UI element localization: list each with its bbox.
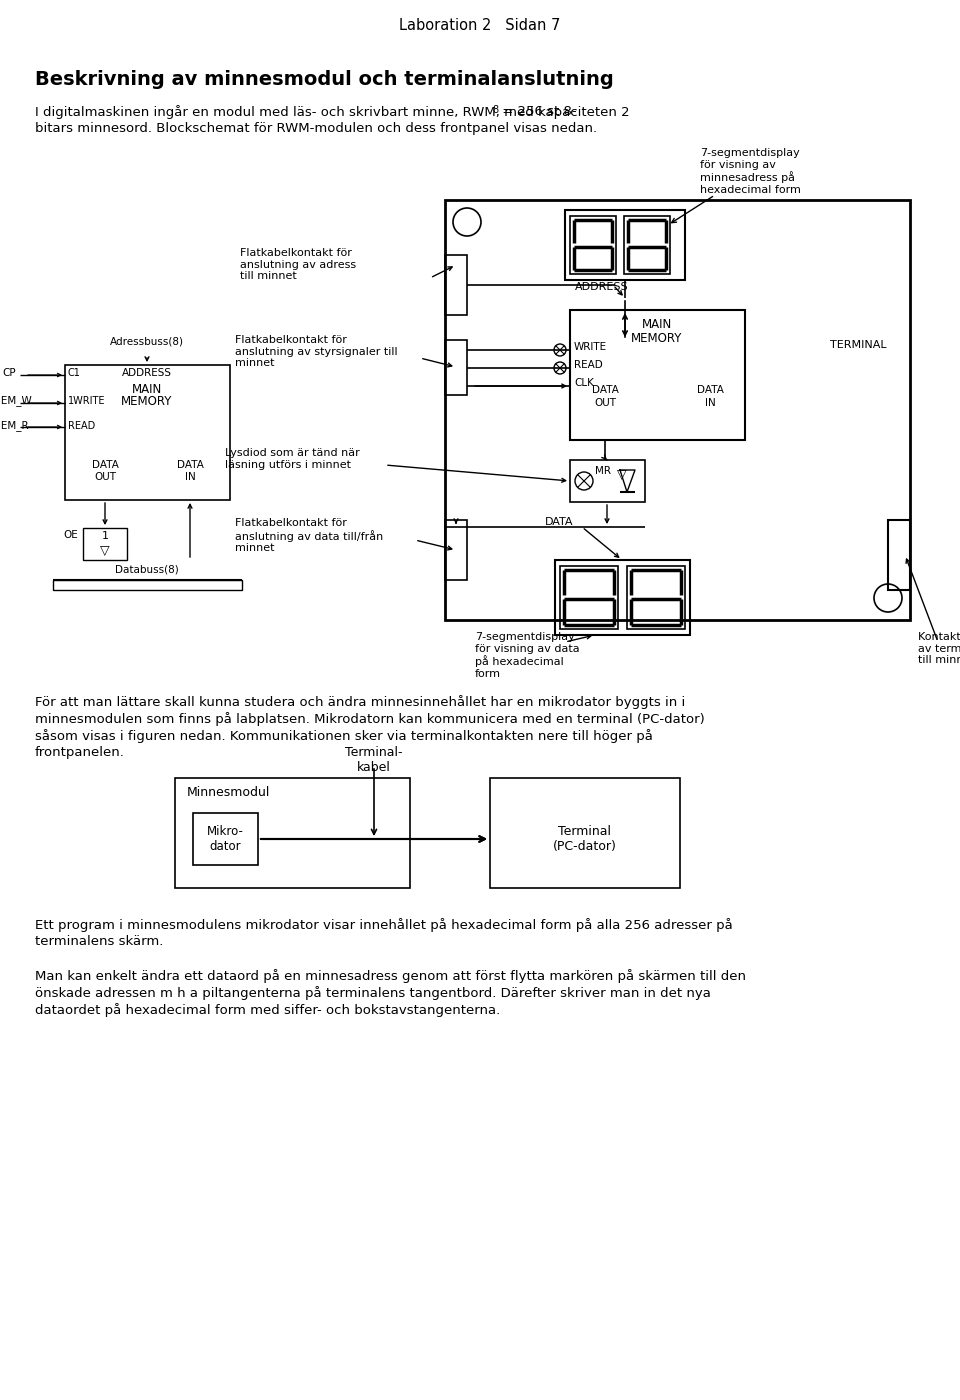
Text: Flatkabelkontakt för
anslutning av adress
till minnet: Flatkabelkontakt för anslutning av adres… xyxy=(240,248,356,281)
Bar xyxy=(65,365,230,500)
Text: Ett program i minnesmodulens mikrodator visar innehållet på hexadecimal form på : Ett program i minnesmodulens mikrodator … xyxy=(35,918,732,932)
Text: Laboration 2   Sidan 7: Laboration 2 Sidan 7 xyxy=(399,18,561,34)
Bar xyxy=(445,200,910,620)
Text: ADDRESS: ADDRESS xyxy=(122,368,172,378)
Bar xyxy=(570,216,616,274)
Text: bitars minnesord. Blockschemat för RWM-modulen och dess frontpanel visas nedan.: bitars minnesord. Blockschemat för RWM-m… xyxy=(35,122,597,134)
Text: DATA: DATA xyxy=(697,385,724,395)
Text: MEMORY: MEMORY xyxy=(632,332,683,344)
Text: CP: CP xyxy=(2,368,15,378)
Text: Minnesmodul: Minnesmodul xyxy=(187,785,271,799)
Text: OUT: OUT xyxy=(94,472,116,482)
Bar xyxy=(565,210,685,280)
Text: DATA: DATA xyxy=(591,385,618,395)
Text: MAIN: MAIN xyxy=(642,318,672,330)
Bar xyxy=(627,566,685,629)
Bar xyxy=(560,566,618,629)
Text: Kontakt för anslutning
av terminal (PC-dator)
till minnesmodulen: Kontakt för anslutning av terminal (PC-d… xyxy=(918,631,960,665)
Bar xyxy=(888,519,910,589)
Bar xyxy=(570,309,745,440)
Text: MAIN: MAIN xyxy=(132,384,162,396)
Text: MEM_R: MEM_R xyxy=(0,420,29,431)
Bar xyxy=(445,519,467,580)
Text: För att man lättare skall kunna studera och ändra minnesinnehållet har en mikrod: För att man lättare skall kunna studera … xyxy=(35,694,685,708)
Text: dataordet på hexadecimal form med siffer- och bokstavstangenterna.: dataordet på hexadecimal form med siffer… xyxy=(35,1002,500,1016)
Text: READ: READ xyxy=(68,421,95,431)
Text: såsom visas i figuren nedan. Kommunikationen sker via terminalkontakten nere til: såsom visas i figuren nedan. Kommunikati… xyxy=(35,729,653,743)
Text: MEMORY: MEMORY xyxy=(121,395,173,407)
Text: Databuss(8): Databuss(8) xyxy=(115,566,179,575)
Bar xyxy=(445,340,467,395)
Text: frontpanelen.: frontpanelen. xyxy=(35,746,125,759)
Text: 7-segmentdisplay
för visning av
minnesadress på
hexadecimal form: 7-segmentdisplay för visning av minnesad… xyxy=(700,148,801,195)
Text: TERMINAL: TERMINAL xyxy=(829,340,886,350)
Text: Beskrivning av minnesmodul och terminalanslutning: Beskrivning av minnesmodul och terminala… xyxy=(35,70,613,90)
Text: OE: OE xyxy=(63,531,78,540)
Text: Adressbuss(8): Adressbuss(8) xyxy=(110,337,184,347)
Text: IN: IN xyxy=(184,472,196,482)
Text: Terminal
(PC-dator): Terminal (PC-dator) xyxy=(553,825,617,853)
Text: WRITE: WRITE xyxy=(574,342,607,351)
Text: OUT: OUT xyxy=(594,398,616,407)
Text: CLK: CLK xyxy=(574,378,594,388)
Text: = 256 st 8-: = 256 st 8- xyxy=(498,105,577,118)
Bar xyxy=(445,255,467,315)
Text: READ: READ xyxy=(574,360,603,370)
Bar xyxy=(570,461,645,503)
Text: terminalens skärm.: terminalens skärm. xyxy=(35,935,163,948)
Text: Terminal-
kabel: Terminal- kabel xyxy=(346,746,403,774)
Text: C1: C1 xyxy=(68,368,81,378)
Bar xyxy=(83,528,127,560)
Bar xyxy=(193,813,258,865)
Text: MEM_W: MEM_W xyxy=(0,395,32,406)
Text: I digitalmaskinen ingår en modul med läs- och skrivbart minne, RWM, med kapacite: I digitalmaskinen ingår en modul med läs… xyxy=(35,105,630,119)
Text: IN: IN xyxy=(705,398,715,407)
Text: DATA: DATA xyxy=(177,461,204,470)
Bar xyxy=(175,778,410,888)
Text: Mikro-
dator: Mikro- dator xyxy=(206,825,244,853)
Text: ▽: ▽ xyxy=(100,545,109,557)
Text: MR: MR xyxy=(595,466,611,476)
Text: ADDRESS: ADDRESS xyxy=(575,281,629,293)
Bar xyxy=(624,216,670,274)
Text: Man kan enkelt ändra ett dataord på en minnesadress genom att först flytta markö: Man kan enkelt ändra ett dataord på en m… xyxy=(35,969,746,983)
Text: Flatkabelkontakt för
anslutning av styrsignaler till
minnet: Flatkabelkontakt för anslutning av styrs… xyxy=(235,335,397,368)
Text: Lysdiod som är tänd när
läsning utförs i minnet: Lysdiod som är tänd när läsning utförs i… xyxy=(225,448,360,469)
Bar xyxy=(555,560,690,636)
Text: ▽: ▽ xyxy=(617,468,627,482)
Text: önskade adressen m h a piltangenterna på terminalens tangentbord. Därefter skriv: önskade adressen m h a piltangenterna på… xyxy=(35,986,710,1000)
Text: 7-segmentdisplay
för visning av data
på hexadecimal
form: 7-segmentdisplay för visning av data på … xyxy=(475,631,580,679)
Text: 1: 1 xyxy=(102,531,108,540)
Bar xyxy=(53,580,242,589)
Text: Flatkabelkontakt för
anslutning av data till/från
minnet: Flatkabelkontakt för anslutning av data … xyxy=(235,518,383,553)
Text: 1WRITE: 1WRITE xyxy=(68,396,106,406)
Text: DATA: DATA xyxy=(545,517,573,526)
Text: DATA: DATA xyxy=(91,461,118,470)
Bar xyxy=(490,778,680,888)
Text: 8: 8 xyxy=(492,105,498,115)
Text: minnesmodulen som finns på labplatsen. Mikrodatorn kan kommunicera med en termin: minnesmodulen som finns på labplatsen. M… xyxy=(35,713,705,727)
